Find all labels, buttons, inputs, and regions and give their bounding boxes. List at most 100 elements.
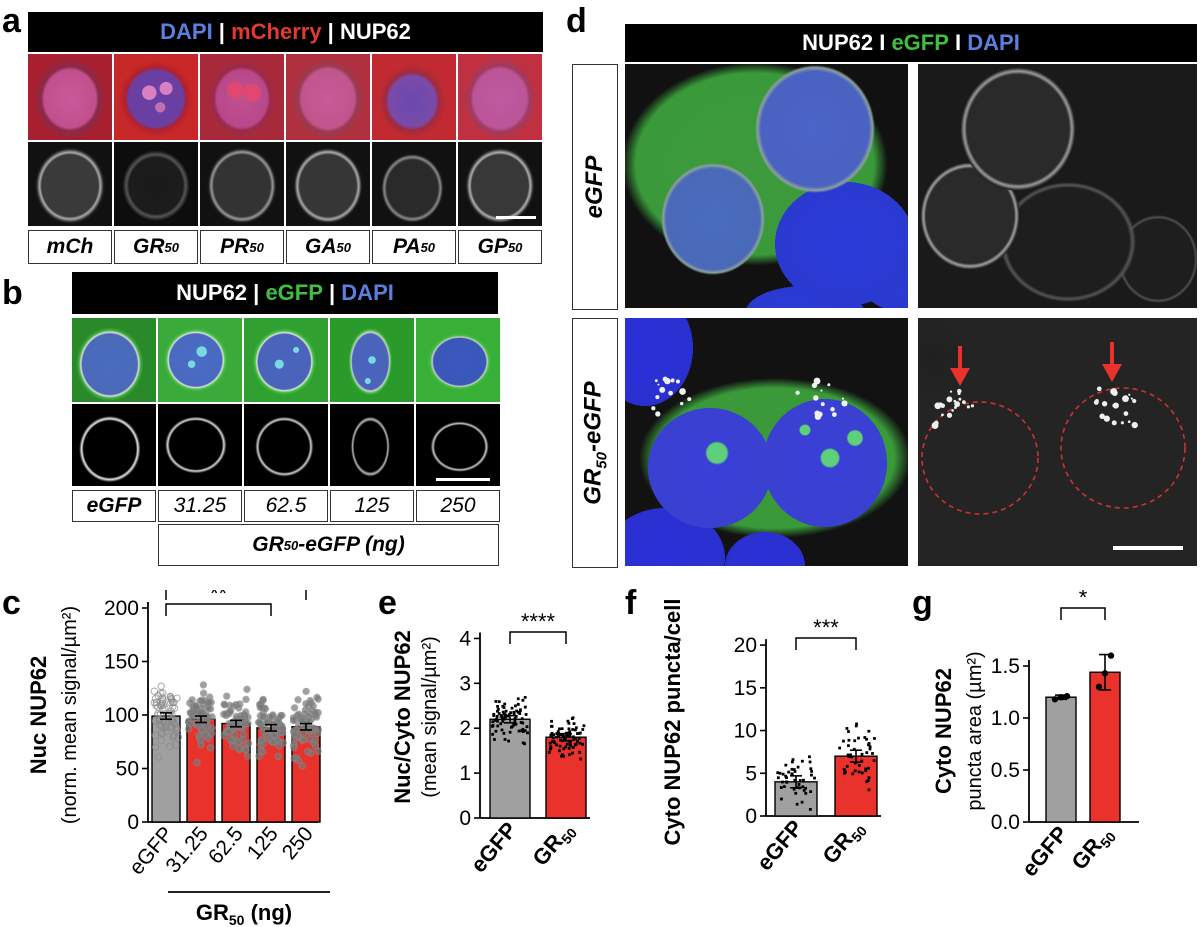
group-label-main: GR <box>252 533 284 556</box>
data-point <box>557 734 560 738</box>
construct-label: GA 50 <box>286 230 370 264</box>
data-point <box>846 753 850 757</box>
data-point <box>568 741 572 745</box>
data-point <box>497 712 501 715</box>
data-point <box>867 776 871 780</box>
data-point <box>514 704 517 708</box>
x-tick-label: eGFP <box>752 815 808 875</box>
cytoplasmic-puncta <box>820 389 823 392</box>
x-tick-label: eGFP <box>1017 821 1073 881</box>
data-point <box>237 711 245 720</box>
data-point <box>491 720 495 724</box>
cytoplasmic-puncta <box>1123 411 1129 416</box>
data-point <box>243 752 252 760</box>
merged-micrograph-tile <box>286 54 370 140</box>
data-point <box>578 741 582 745</box>
data-point <box>235 704 243 712</box>
data-point <box>151 743 160 751</box>
data-point <box>500 728 504 732</box>
cytoplasmic-puncta <box>966 405 970 409</box>
data-point <box>157 682 165 690</box>
x-tick-label-main: eGFP <box>1017 821 1073 881</box>
data-point <box>493 738 496 741</box>
cytoplasmic-puncta <box>946 412 953 418</box>
cytoplasmic-puncta <box>662 376 668 382</box>
data-point <box>853 761 857 765</box>
cytoplasmic-puncta <box>970 404 975 408</box>
cytoplasmic-puncta <box>1120 421 1124 425</box>
dapi-channel-label: DAPI <box>160 19 213 44</box>
data-point <box>549 745 553 749</box>
data-point <box>578 750 582 754</box>
data-point <box>559 733 563 737</box>
data-point <box>793 778 797 782</box>
data-point <box>510 725 513 729</box>
data-point <box>868 747 872 751</box>
data-point <box>524 713 528 716</box>
nucleus-outline <box>1060 387 1186 509</box>
x-tick-label-main: eGFP <box>752 815 808 875</box>
data-point <box>220 732 228 740</box>
data-point <box>501 710 505 714</box>
data-point <box>808 755 811 759</box>
bar <box>545 736 587 819</box>
data-point <box>270 731 278 739</box>
data-point <box>853 769 857 773</box>
data-point <box>867 743 870 747</box>
cytoplasmic-puncta <box>957 391 961 395</box>
data-point <box>574 737 577 741</box>
construct-label-sub: 50 <box>420 239 436 255</box>
data-point <box>863 736 867 739</box>
data-point <box>491 732 495 736</box>
bar <box>489 718 531 819</box>
y-tick-label: 1 <box>459 762 471 785</box>
data-point <box>845 764 849 768</box>
row-label-gr-text: GR <box>579 468 607 505</box>
red-arrow-icon <box>950 368 970 386</box>
data-point <box>548 747 552 751</box>
data-point <box>496 705 499 708</box>
data-point <box>154 692 162 700</box>
y-axis-sublabel: puncta area (µm²) <box>964 651 986 810</box>
data-point <box>521 727 525 731</box>
data-point <box>519 729 523 733</box>
panel-a-channel-header: DAPI | mCherry | NUP62 <box>28 12 543 52</box>
construct-label: GR 50 <box>114 230 198 264</box>
merged-micrograph-egfp <box>625 64 908 308</box>
data-point <box>549 733 553 737</box>
data-point <box>776 771 780 775</box>
cytoplasmic-puncta <box>654 379 658 383</box>
data-point <box>521 730 525 734</box>
x-tick-label-main: 250 <box>278 822 318 864</box>
data-point <box>519 721 523 724</box>
data-point <box>520 717 524 721</box>
data-point <box>502 731 506 735</box>
data-point <box>508 730 512 734</box>
data-point <box>785 776 788 780</box>
merged-micrograph-tile <box>114 54 198 140</box>
data-point <box>494 729 498 733</box>
cytoplasmic-puncta <box>949 390 953 393</box>
cytoplasmic-puncta <box>1093 399 1099 405</box>
data-point <box>809 767 813 771</box>
cytoplasmic-puncta <box>1122 395 1129 403</box>
bar <box>1045 696 1077 823</box>
y-tick-label: 5 <box>745 762 757 785</box>
data-point <box>497 700 501 704</box>
x-group-label-rest: (ng) <box>244 900 292 925</box>
dose-label-text: 250 <box>440 494 476 517</box>
data-point <box>199 689 208 697</box>
dose-label: 125 <box>330 490 414 522</box>
nup62-channel-label: NUP62 <box>176 280 248 305</box>
x-tick-label-main: 125 <box>243 822 283 864</box>
data-point <box>781 780 784 784</box>
data-point <box>255 718 264 726</box>
data-point <box>525 725 529 729</box>
data-point <box>550 735 554 738</box>
data-point <box>572 722 576 726</box>
nup62-micrograph-tile <box>330 404 414 486</box>
data-point <box>229 742 237 751</box>
data-point <box>776 776 780 780</box>
data-point <box>582 724 586 728</box>
data-point <box>162 723 170 732</box>
